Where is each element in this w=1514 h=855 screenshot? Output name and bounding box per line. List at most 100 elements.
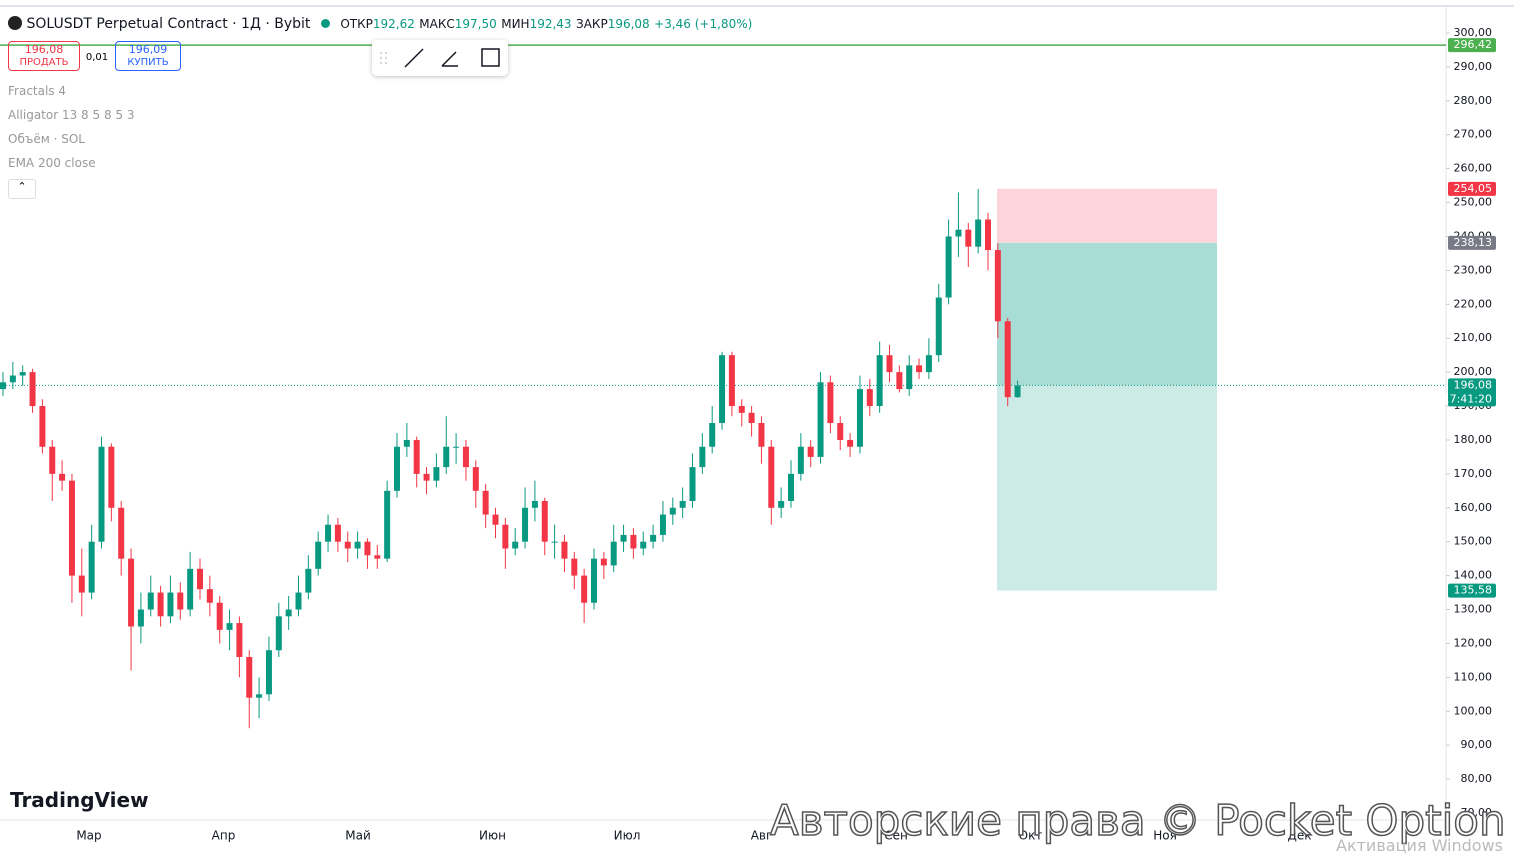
drawing-toolbar [372, 40, 508, 76]
candle-body [502, 524, 509, 549]
candle-body [669, 507, 676, 515]
candle-body [384, 490, 391, 559]
candle-body [650, 534, 657, 542]
y-tick-label: 150,00 [1454, 535, 1493, 548]
x-tick-label: Июл [614, 829, 641, 843]
candle-body [216, 602, 223, 630]
candle-body [916, 365, 923, 373]
candle-body [581, 575, 588, 603]
y-tick-label: 280,00 [1454, 94, 1493, 107]
candle-body [689, 467, 696, 501]
candle-body [738, 406, 745, 413]
candle-body [88, 541, 95, 593]
header: SOLUSDT Perpetual Contract · 1Д · Bybit … [8, 16, 752, 32]
indicator[interactable]: Объём · SOL [8, 132, 85, 146]
ohlc-label: ЗАКР [576, 17, 608, 31]
candle-body [807, 446, 814, 457]
candle-body [147, 592, 154, 610]
y-tick-label: 260,00 [1454, 162, 1493, 175]
countdown: 17:41:20 [1443, 392, 1492, 405]
candle-body [39, 406, 46, 447]
candle-body [197, 568, 203, 590]
watermark: Авторские права © Pocket Option [769, 795, 1506, 846]
candle-body [157, 592, 164, 617]
candle-body [778, 501, 785, 508]
rect-tool[interactable] [481, 48, 500, 67]
candle-body [896, 372, 903, 390]
candle-body [620, 534, 627, 542]
y-tick-label: 170,00 [1454, 467, 1493, 480]
os-activation: Активация Windows [1336, 836, 1503, 855]
candle-body [492, 514, 499, 525]
candle-body [512, 541, 519, 549]
candle-body [709, 423, 716, 447]
candle-body [423, 473, 430, 481]
price-badge-label: 254,05 [1454, 182, 1493, 195]
candle-body [719, 355, 726, 423]
y-tick-label: 100,00 [1454, 704, 1493, 717]
brush-tool[interactable] [441, 51, 458, 67]
candle-body [876, 355, 883, 407]
y-tick-label: 140,00 [1454, 569, 1493, 582]
sell-button[interactable]: 196,08 ПРОДАТЬ [8, 41, 80, 71]
y-tick-label: 130,00 [1454, 603, 1493, 616]
candle-body [679, 501, 686, 508]
candle-body [965, 229, 972, 247]
position-zone [997, 242, 1217, 386]
y-tick-label: 90,00 [1461, 738, 1493, 751]
candle-body [29, 372, 36, 407]
buy-label: КУПИТЬ [127, 57, 169, 68]
ohlc-label: МАКС [419, 17, 455, 31]
price-badge [1448, 583, 1496, 598]
candle-body [275, 616, 282, 651]
indicator[interactable]: Fractals 4 [8, 84, 67, 98]
candle-body [354, 541, 361, 549]
x-tick-label: Мар [76, 829, 101, 843]
candle-body [0, 382, 6, 390]
candle-body [128, 558, 135, 627]
candle-body [531, 501, 538, 508]
y-tick-label: 210,00 [1454, 331, 1493, 344]
candle-body [817, 382, 824, 457]
symbol-icon [8, 16, 22, 30]
y-tick-label: 300,00 [1454, 26, 1493, 39]
candle-body [374, 555, 381, 559]
logo: TradingView [10, 788, 149, 812]
candle-body [285, 609, 292, 617]
candle-body [226, 623, 233, 630]
position-zone [997, 385, 1217, 591]
candle-body [167, 592, 174, 617]
candle-body [433, 467, 440, 481]
buy-button[interactable]: 196,09 КУПИТЬ [115, 41, 181, 71]
candle-body [994, 250, 1001, 322]
candle-body [177, 592, 184, 610]
candle-body [256, 694, 263, 698]
trend-tool[interactable] [404, 48, 424, 68]
candle-body [305, 568, 312, 593]
y-tick-label: 70,00 [1461, 806, 1493, 819]
indicator[interactable]: EMA 200 close [8, 156, 96, 170]
candle-body [453, 446, 460, 448]
candle-body [699, 446, 706, 468]
candle-body [866, 389, 873, 407]
candle-body [1014, 385, 1021, 398]
candle-body [640, 541, 647, 549]
candle-body [246, 657, 253, 698]
indicator[interactable]: Alligator 13 8 5 8 5 3 [8, 108, 135, 122]
y-tick-label: 270,00 [1454, 128, 1493, 141]
y-tick-label: 220,00 [1454, 297, 1493, 310]
candle-body [118, 507, 125, 559]
symbol[interactable]: SOLUSDT Perpetual Contract · 1Д · Bybit [26, 16, 311, 32]
price-badge-label: 196,08 [1454, 378, 1493, 391]
x-tick-label: Ноя [1153, 829, 1177, 843]
candle-body [344, 541, 351, 549]
price-badge [1448, 378, 1496, 407]
y-tick-label: 250,00 [1454, 196, 1493, 209]
candle-body [955, 229, 962, 237]
candle-body [265, 650, 272, 695]
collapse-button[interactable]: ⌃ [8, 179, 36, 199]
candle-body [364, 541, 371, 556]
x-tick-label: Окт [1019, 829, 1043, 843]
candle-body [610, 541, 617, 566]
